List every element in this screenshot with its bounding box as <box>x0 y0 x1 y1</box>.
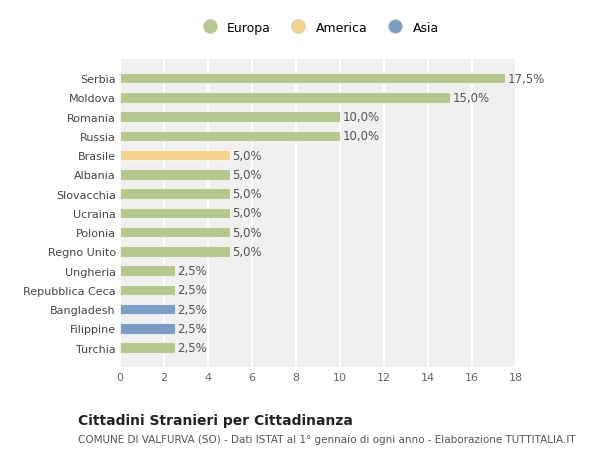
Text: 2,5%: 2,5% <box>177 322 207 335</box>
Bar <box>120 170 230 180</box>
Bar <box>120 304 175 315</box>
Text: 5,0%: 5,0% <box>232 188 262 201</box>
Bar <box>120 208 230 219</box>
Text: COMUNE DI VALFURVA (SO) - Dati ISTAT al 1° gennaio di ogni anno - Elaborazione T: COMUNE DI VALFURVA (SO) - Dati ISTAT al … <box>78 434 575 444</box>
Bar <box>120 343 175 353</box>
Text: 15,0%: 15,0% <box>452 92 490 105</box>
Text: 2,5%: 2,5% <box>177 264 207 278</box>
Bar <box>120 266 175 276</box>
Text: 5,0%: 5,0% <box>232 226 262 239</box>
Text: 2,5%: 2,5% <box>177 341 207 354</box>
Bar <box>120 285 175 296</box>
Bar <box>120 246 230 257</box>
Bar <box>120 112 340 123</box>
Text: 10,0%: 10,0% <box>342 111 379 124</box>
Text: 10,0%: 10,0% <box>342 130 379 143</box>
Bar <box>120 131 340 142</box>
Text: 2,5%: 2,5% <box>177 303 207 316</box>
Text: 17,5%: 17,5% <box>507 73 544 85</box>
Text: 5,0%: 5,0% <box>232 246 262 258</box>
Text: 5,0%: 5,0% <box>232 168 262 181</box>
Text: Cittadini Stranieri per Cittadinanza: Cittadini Stranieri per Cittadinanza <box>78 413 353 427</box>
Bar <box>120 324 175 334</box>
Text: 2,5%: 2,5% <box>177 284 207 297</box>
Bar <box>120 93 450 103</box>
Text: 5,0%: 5,0% <box>232 207 262 220</box>
Bar <box>120 151 230 161</box>
Bar <box>120 189 230 200</box>
Bar <box>120 227 230 238</box>
Bar <box>120 73 505 84</box>
Legend: Europa, America, Asia: Europa, America, Asia <box>192 17 444 39</box>
Text: 5,0%: 5,0% <box>232 149 262 162</box>
